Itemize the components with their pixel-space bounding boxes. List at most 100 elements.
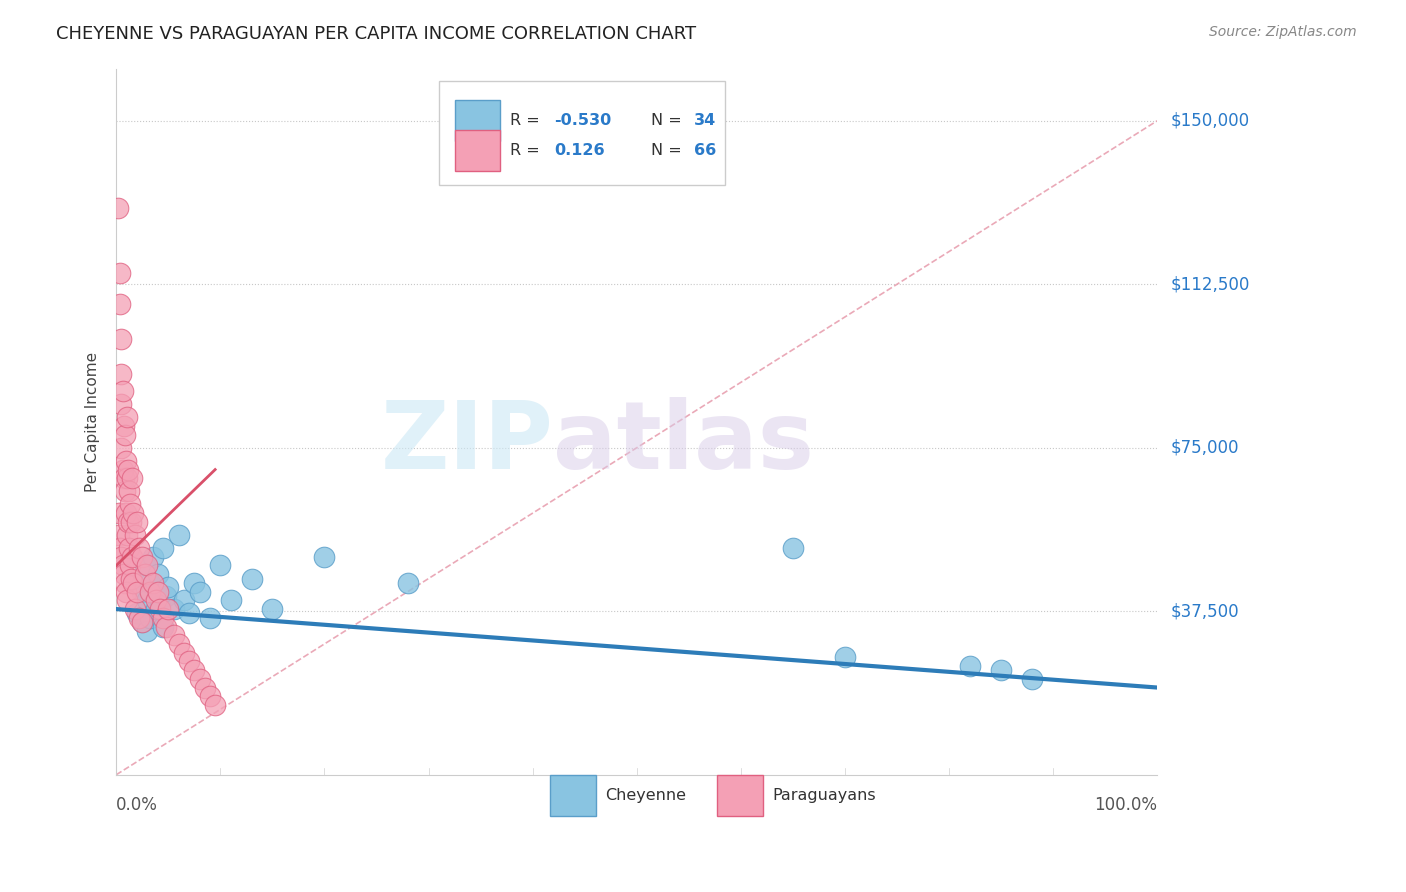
Text: R =: R = bbox=[510, 143, 544, 158]
Point bbox=[110, 441, 132, 455]
Point bbox=[111, 462, 134, 476]
Point bbox=[152, 619, 174, 633]
Point bbox=[114, 584, 136, 599]
Point bbox=[112, 419, 135, 434]
Point bbox=[115, 410, 138, 425]
Point bbox=[162, 628, 184, 642]
Point bbox=[131, 615, 153, 629]
Point bbox=[118, 484, 141, 499]
Point bbox=[108, 528, 131, 542]
Text: R =: R = bbox=[510, 112, 544, 128]
Point bbox=[111, 558, 134, 573]
Point bbox=[183, 663, 205, 677]
Point bbox=[127, 515, 149, 529]
Text: 66: 66 bbox=[695, 143, 716, 158]
FancyBboxPatch shape bbox=[717, 775, 762, 815]
Point bbox=[110, 297, 132, 311]
Point bbox=[194, 681, 217, 695]
Text: 100.0%: 100.0% bbox=[1094, 796, 1157, 814]
FancyBboxPatch shape bbox=[439, 80, 725, 185]
Point bbox=[124, 528, 146, 542]
FancyBboxPatch shape bbox=[454, 130, 501, 171]
Point bbox=[183, 575, 205, 590]
Point bbox=[134, 558, 156, 573]
Point bbox=[179, 607, 201, 621]
Point bbox=[145, 593, 167, 607]
Point bbox=[990, 663, 1012, 677]
Point bbox=[138, 584, 160, 599]
Text: N =: N = bbox=[651, 112, 688, 128]
Point bbox=[155, 619, 177, 633]
Point bbox=[1021, 672, 1043, 686]
Point bbox=[117, 515, 139, 529]
Point bbox=[136, 624, 159, 638]
Point bbox=[198, 611, 221, 625]
Point bbox=[117, 462, 139, 476]
Point bbox=[138, 611, 160, 625]
Point bbox=[131, 549, 153, 564]
Point bbox=[188, 672, 211, 686]
Point bbox=[179, 654, 201, 668]
Point bbox=[204, 698, 226, 712]
Point bbox=[152, 541, 174, 555]
Point bbox=[314, 549, 336, 564]
Point bbox=[111, 384, 134, 398]
Text: 0.126: 0.126 bbox=[554, 143, 605, 158]
Point bbox=[209, 558, 232, 573]
Point bbox=[167, 637, 190, 651]
Point bbox=[128, 611, 150, 625]
Point bbox=[110, 541, 132, 555]
Point bbox=[112, 567, 135, 582]
Point bbox=[114, 506, 136, 520]
Point bbox=[146, 584, 169, 599]
Point bbox=[118, 558, 141, 573]
Point bbox=[124, 602, 146, 616]
Text: $112,500: $112,500 bbox=[1171, 276, 1250, 293]
Point bbox=[149, 598, 172, 612]
Point bbox=[114, 427, 136, 442]
Point bbox=[110, 549, 132, 564]
Point bbox=[134, 567, 156, 582]
Point bbox=[121, 471, 143, 485]
Y-axis label: Per Capita Income: Per Capita Income bbox=[86, 351, 100, 491]
Point bbox=[396, 575, 419, 590]
Point bbox=[127, 584, 149, 599]
Point bbox=[127, 607, 149, 621]
Point bbox=[155, 589, 177, 603]
Point bbox=[131, 584, 153, 599]
Text: 34: 34 bbox=[695, 112, 716, 128]
Point bbox=[128, 541, 150, 555]
Point bbox=[167, 528, 190, 542]
Point bbox=[138, 575, 160, 590]
Point bbox=[198, 690, 221, 704]
Point bbox=[219, 593, 242, 607]
Point bbox=[120, 572, 142, 586]
Point bbox=[107, 201, 129, 215]
Point bbox=[110, 367, 132, 381]
Point bbox=[834, 650, 856, 665]
Point bbox=[173, 593, 195, 607]
Text: $37,500: $37,500 bbox=[1171, 602, 1240, 620]
Point bbox=[131, 615, 153, 629]
Point bbox=[114, 484, 136, 499]
Point bbox=[157, 602, 180, 616]
Point bbox=[959, 658, 981, 673]
Point bbox=[142, 549, 165, 564]
Point bbox=[240, 572, 263, 586]
Point bbox=[108, 506, 131, 520]
Point bbox=[782, 541, 804, 555]
Point bbox=[115, 471, 138, 485]
Point bbox=[152, 611, 174, 625]
Point bbox=[110, 332, 132, 346]
Text: ZIP: ZIP bbox=[381, 397, 554, 489]
Point bbox=[115, 593, 138, 607]
Point bbox=[112, 471, 135, 485]
Text: Paraguayans: Paraguayans bbox=[772, 788, 876, 803]
Point bbox=[121, 549, 143, 564]
Text: 0.0%: 0.0% bbox=[117, 796, 157, 814]
Point bbox=[142, 575, 165, 590]
Point bbox=[146, 567, 169, 582]
Point bbox=[136, 558, 159, 573]
Text: Cheyenne: Cheyenne bbox=[606, 788, 686, 803]
Text: Source: ZipAtlas.com: Source: ZipAtlas.com bbox=[1209, 25, 1357, 39]
